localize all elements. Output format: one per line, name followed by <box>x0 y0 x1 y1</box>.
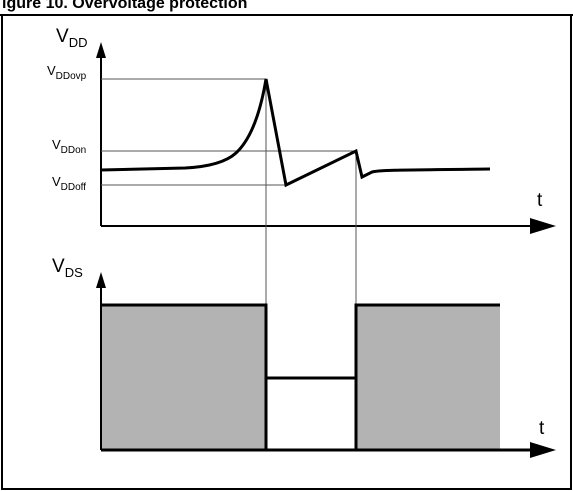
vddon-label: VDDon <box>52 137 86 156</box>
top-y-axis-arrow <box>96 42 106 58</box>
vddoff-label: VDDoff <box>52 174 86 193</box>
figure-caption: igure 10. Overvoltage protection <box>2 0 247 12</box>
vds-switching-region-2 <box>356 305 500 450</box>
bottom-x-axis-arrow <box>530 442 556 458</box>
top-y-axis-label: VDD <box>56 26 87 50</box>
figure-border <box>1 14 572 490</box>
top-x-axis-arrow <box>530 218 556 234</box>
bottom-y-axis-arrow <box>96 272 106 288</box>
bottom-x-axis-label: t <box>539 418 545 439</box>
vdd-waveform <box>100 78 491 188</box>
vds-switching-region-1 <box>101 305 266 450</box>
top-x-axis-label: t <box>537 190 543 211</box>
vddovp-label: VDDovp <box>47 63 87 82</box>
bottom-y-axis-label: VDS <box>52 256 83 280</box>
